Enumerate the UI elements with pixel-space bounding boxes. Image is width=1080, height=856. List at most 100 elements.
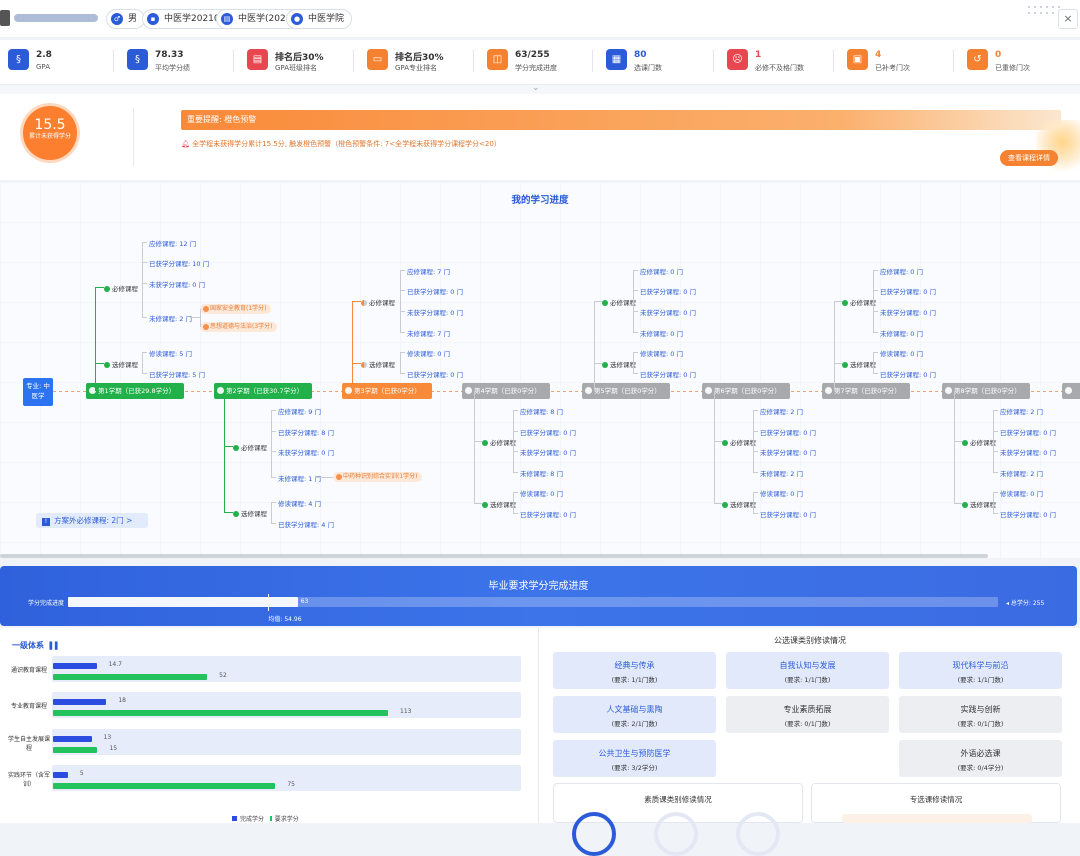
status-dot-icon: [361, 300, 367, 306]
required-group-s2: 必修课程: [233, 442, 267, 452]
drag-handle-icon[interactable]: [1026, 4, 1062, 16]
elective-category-card[interactable]: 实践与创新 (要求: 0/1门数): [899, 696, 1062, 733]
stat-value: 63/255: [515, 50, 550, 60]
connector: [753, 431, 758, 432]
graduation-progress-banner: 毕业要求学分完成进度: [0, 566, 1077, 626]
connector: [271, 410, 272, 477]
semester-7-node[interactable]: 第7学期（已获0学分）: [822, 383, 910, 399]
avatar[interactable]: [0, 10, 10, 26]
location-icon: ●: [291, 13, 303, 25]
semester-status-icon: [1065, 387, 1072, 394]
status-dot-icon: [962, 502, 968, 508]
warning-panel: [0, 94, 1080, 180]
connector: [633, 290, 638, 291]
close-button[interactable]: ×: [1058, 9, 1078, 29]
completed-credits-value: 63: [300, 598, 309, 605]
elective-category-card[interactable]: 公共卫生与预防医学 (要求: 3/2学分): [553, 740, 716, 777]
connector: [633, 270, 638, 271]
semester-2-node[interactable]: 第2学期（已获30.7学分）: [214, 383, 312, 399]
semester-5-node[interactable]: 第5学期（已获0学分）: [582, 383, 670, 399]
connector: [400, 352, 401, 373]
connector: [834, 301, 842, 302]
elective-category-card[interactable]: 外语必选课 (要求: 0/4学分): [899, 740, 1062, 777]
elective-category-card[interactable]: 人文基础与熏陶 (要求: 2/1门数): [553, 696, 716, 733]
required-group-s7: 必修课程: [842, 297, 876, 307]
elective-category-card[interactable]: 自我认知与发展 (要求: 1/1门数): [726, 652, 889, 689]
category-requirement: (要求: 0/1门数): [957, 720, 1004, 728]
connector: [873, 352, 874, 373]
category-requirement: (要求: 0/4学分): [957, 764, 1004, 772]
bar-value-required: 15: [109, 745, 118, 752]
semester-6-node[interactable]: 第6学期（已获0学分）: [702, 383, 790, 399]
timeline: [53, 391, 1080, 392]
status-dot-icon: [602, 362, 608, 368]
leaf-s3-e_obtained: 已获学分课程: 0 门: [407, 371, 463, 379]
connector: [224, 446, 233, 447]
category-name: 现代科学与前沿: [952, 661, 1009, 670]
leaf-s7-should: 应修课程: 0 门: [880, 268, 923, 276]
connector: [142, 352, 143, 373]
connector: [873, 270, 874, 332]
stat-divider: [353, 50, 354, 72]
expand-toggle[interactable]: ⌄: [0, 83, 1080, 94]
view-course-details-button[interactable]: 查看课程详情: [1000, 150, 1058, 166]
connector: [513, 472, 518, 473]
connector: [714, 503, 722, 504]
status-dot-icon: [842, 362, 848, 368]
connector: [271, 451, 276, 452]
connector: [714, 391, 715, 503]
major-rank-icon: ▭: [367, 49, 388, 70]
elective-category-card[interactable]: 经典与传承 (要求: 1/1门数): [553, 652, 716, 689]
warning-text: 🔔︎ 全学程未获得学分累计15.5分, 触发橙色预警（橙色预警条件: 7<全学程…: [181, 140, 501, 148]
bar-value-required: 113: [400, 708, 412, 715]
connector: [834, 363, 842, 364]
elective-group-s8: 选修课程: [962, 499, 996, 509]
quality-ring-2: [654, 812, 698, 856]
outside-plan-required-link[interactable]: ! 方案外必修课程: 2门 >: [36, 513, 148, 528]
connector: [594, 301, 602, 302]
elective-category-card[interactable]: 专业素质拓展 (要求: 0/1门数): [726, 696, 889, 733]
elective-category-card[interactable]: 现代科学与前沿 (要求: 1/1门数): [899, 652, 1062, 689]
leaf-s8-e_taken: 修读课程: 0 门: [1000, 490, 1043, 498]
elective-group-s7: 选修课程: [842, 359, 876, 369]
semester-4-node[interactable]: 第4学期（已获0学分）: [462, 383, 550, 399]
leaf-s6-obtained: 已获学分课程: 0 门: [760, 429, 816, 437]
connector: [633, 352, 634, 373]
connector: [400, 332, 405, 333]
stat-value: 0: [995, 50, 1002, 60]
bar-completed: [53, 699, 107, 705]
required-group-s6: 必修课程: [722, 437, 756, 447]
leaf-s4-not_taken: 未修课程: 8 门: [520, 470, 563, 478]
status-dot-icon: [722, 502, 728, 508]
category-name: 经典与传承: [614, 661, 655, 670]
connector: [873, 373, 878, 374]
leaf-s8-not_taken: 未修课程: 2 门: [1000, 470, 1043, 478]
connector: [316, 477, 333, 478]
semester-1-node[interactable]: 第1学期（已获29.8学分）: [86, 383, 184, 399]
level1-title: 一级体系 ▐▐: [12, 641, 58, 650]
leaf-s4-obtained: 已获学分课程: 0 门: [520, 429, 576, 437]
student-name-blurred: [14, 14, 98, 22]
horizontal-scrollbar[interactable]: [0, 554, 988, 558]
connector: [753, 472, 758, 473]
status-dot-icon: [482, 502, 488, 508]
required-group-s3: 必修课程: [361, 297, 395, 307]
leaf-s7-obtained: 已获学分课程: 0 门: [880, 288, 936, 296]
gender-chip: ♂ 男: [106, 9, 146, 29]
level1-row-label: 通识教育课程: [10, 667, 47, 674]
status-dot-icon: [104, 362, 110, 368]
semester-3-node[interactable]: 第3学期（已获0学分）: [342, 383, 432, 399]
category-requirement: (要求: 1/1门数): [611, 676, 658, 684]
leaf-s2-e_taken: 修读课程: 4 门: [278, 500, 321, 508]
leaf-s2-e_obtained: 已获学分课程: 4 门: [278, 521, 334, 529]
semester-8-node[interactable]: 第8学期（已获0学分）: [942, 383, 1030, 399]
status-dot-icon: [482, 440, 488, 446]
semester-9-node[interactable]: [1062, 383, 1080, 399]
connector: [873, 332, 878, 333]
required-group-s8: 必修课程: [962, 437, 996, 447]
leaf-s6-e_taken: 修读课程: 0 门: [760, 490, 803, 498]
status-dot-icon: [361, 362, 367, 368]
retake-icon: ↺: [967, 49, 988, 70]
stat-value: 排名后30%: [395, 53, 444, 63]
connector: [271, 410, 276, 411]
